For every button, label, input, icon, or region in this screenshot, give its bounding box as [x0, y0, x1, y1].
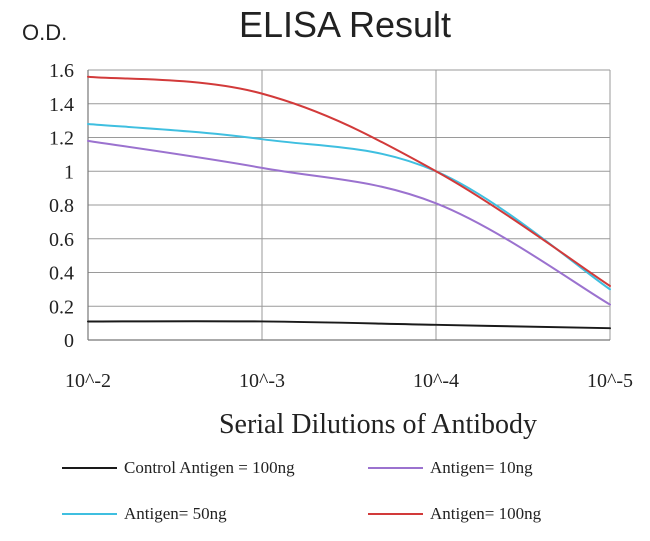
legend-label: Antigen= 10ng	[430, 458, 533, 477]
y-tick-label: 1.4	[49, 94, 74, 116]
legend-item: Control Antigen = 100ng	[62, 458, 295, 477]
y-tick-label: 0.2	[49, 296, 74, 318]
legend: Control Antigen = 100ng Antigen= 10ng Anti…	[62, 458, 542, 523]
y-tick-label: 1.6	[49, 60, 74, 82]
legend-item: Antigen= 100ng	[368, 504, 542, 523]
y-tick-label: 1.2	[49, 128, 74, 150]
y-tick-label: 0.6	[49, 229, 74, 251]
series-line-antigen-50ng	[87, 123, 611, 291]
x-tick-label: 10^-5	[587, 370, 633, 392]
y-tick-label: 0.8	[49, 195, 74, 217]
chart-title: ELISA Result	[239, 4, 451, 45]
series-line-antigen-100ng	[87, 75, 611, 287]
x-tick-labels: 10^-2 10^-3 10^-4 10^-5	[65, 370, 633, 392]
legend-label: Antigen= 50ng	[124, 504, 227, 523]
legend-item: Antigen= 50ng	[62, 504, 227, 523]
y-tick-label: 1	[64, 161, 74, 183]
series-lines	[87, 75, 611, 330]
series-line-control-antigen-100ng	[87, 320, 611, 330]
x-tick-label: 10^-2	[65, 370, 111, 392]
y-tick-label: 0	[64, 330, 74, 352]
series-line-antigen-10ng	[87, 139, 611, 306]
x-tick-label: 10^-4	[413, 370, 459, 392]
x-axis-title: Serial Dilutions of Antibody	[219, 409, 537, 440]
y-tick-labels: 0 0.2 0.4 0.6 0.8 1 1.2 1.4 1.6	[49, 60, 74, 352]
x-tick-label: 10^-3	[239, 370, 285, 392]
legend-label: Control Antigen = 100ng	[124, 458, 295, 477]
axes	[87, 70, 610, 341]
legend-item: Antigen= 10ng	[368, 458, 533, 477]
legend-label: Antigen= 100ng	[430, 504, 542, 523]
grid	[87, 69, 611, 341]
y-axis-title: O.D.	[22, 20, 67, 45]
y-tick-label: 0.4	[49, 263, 74, 285]
